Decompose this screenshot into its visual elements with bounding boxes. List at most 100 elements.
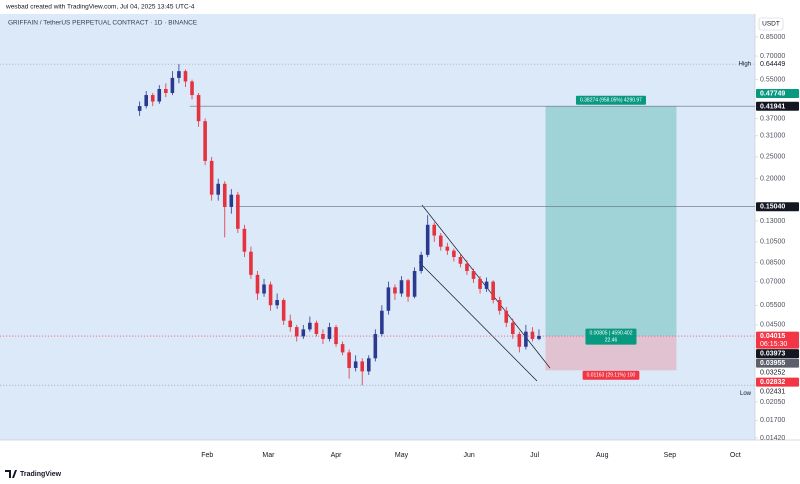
position-label-box <box>585 328 637 345</box>
price-label-box <box>756 377 799 387</box>
price-label: 0.41941 <box>760 103 785 110</box>
candle-body <box>353 361 358 368</box>
candle-body <box>366 358 371 372</box>
candle-body <box>491 281 495 301</box>
candle-body <box>281 300 286 321</box>
extreme-label: Low <box>740 391 752 397</box>
price-label: 0.02832 <box>760 379 785 386</box>
y-tick-label: 0.08500 <box>760 259 785 266</box>
x-tick-label: Feb <box>201 452 213 459</box>
candle-body <box>452 250 456 257</box>
position-label-text: 0.01163 (29.11%) 100 <box>587 373 636 379</box>
candle-body <box>222 183 227 207</box>
price-label-box <box>756 202 799 212</box>
candle-body <box>530 331 535 339</box>
x-tick-label: Apr <box>331 452 343 459</box>
y-tick-label: 0.13000 <box>760 218 785 225</box>
symbol-title: GRIFFAIN / TetherUS PERPETUAL CONTRACT ·… <box>8 20 198 27</box>
candle-body <box>262 284 266 294</box>
x-tick-label: Mar <box>262 452 275 459</box>
candle-body <box>275 300 279 306</box>
price-label-box <box>756 331 799 349</box>
position-label-text: 0.38274 (958.05%) 4290.97 <box>580 98 642 104</box>
y-tick-label: 0.20000 <box>760 176 785 183</box>
candle-body <box>380 310 384 335</box>
candle-body <box>190 81 194 96</box>
candle-body <box>524 331 528 347</box>
candle-body <box>216 183 221 195</box>
y-tick-label: 0.04500 <box>760 322 785 329</box>
candle-body <box>497 300 502 311</box>
candle-body <box>347 352 351 368</box>
extreme-label: High <box>739 62 751 68</box>
candle-body <box>236 194 240 229</box>
price-label: 0.03252 <box>760 370 785 377</box>
candle-body <box>288 320 293 328</box>
y-tick-label: 0.05500 <box>760 302 785 309</box>
candle-body <box>177 71 181 78</box>
position-label: 0.38274 (958.05%) 4290.97 <box>575 95 646 105</box>
price-label-box <box>756 349 799 359</box>
candle-body <box>196 95 201 122</box>
price-label: 0.15040 <box>760 204 785 211</box>
candle-body <box>242 228 247 252</box>
candle-body <box>249 251 253 275</box>
y-tick-label: 0.02050 <box>760 399 785 406</box>
candle-body <box>458 256 463 264</box>
candle-body <box>484 281 489 289</box>
x-tick-label: Oct <box>730 452 741 459</box>
candle-body <box>360 361 365 372</box>
position-label-box <box>575 95 646 105</box>
candle-body <box>321 334 325 339</box>
candle-body <box>465 263 469 272</box>
y-tick-label: 0.55000 <box>760 77 785 84</box>
candle-body <box>399 280 404 294</box>
candle-body <box>164 88 168 93</box>
candle-body <box>183 71 188 82</box>
position-label-text: 0.00805 | 4590.402 <box>589 330 632 336</box>
plot-layer <box>0 63 755 386</box>
y-tick-label: 0.25000 <box>760 154 785 161</box>
candle-body <box>510 322 515 335</box>
candle-body <box>294 327 299 337</box>
y-tick-label: 0.37000 <box>760 115 785 122</box>
y-tick-label: 0.85000 <box>760 34 785 41</box>
x-tick-label: Aug <box>596 452 609 459</box>
candle-body <box>445 246 450 251</box>
candle-body <box>144 95 148 107</box>
candle-body <box>412 271 417 297</box>
candle-body <box>301 329 306 337</box>
x-tick-label: May <box>395 452 409 459</box>
price-label: 0.04015 <box>760 333 785 340</box>
price-countdown: 06:15:30 <box>760 341 787 348</box>
candle-body <box>137 106 142 111</box>
candle-body <box>419 254 423 272</box>
brand-logo <box>5 470 17 478</box>
candle-body <box>373 334 378 359</box>
candle-body <box>471 271 476 279</box>
brand: TradingView <box>20 471 62 478</box>
candle-body <box>438 235 443 247</box>
candle-body <box>314 322 319 335</box>
position-label-text: 22.46 <box>605 337 618 343</box>
y-tick-label: 0.10500 <box>760 239 785 246</box>
candle-body <box>386 287 391 311</box>
y-tick-label: 0.01700 <box>760 417 785 424</box>
candle-body <box>537 335 541 339</box>
candle-body <box>478 278 482 289</box>
price-label-box <box>756 89 799 99</box>
x-tick-label: Jul <box>530 452 539 459</box>
currency-box <box>758 17 784 31</box>
candle-body <box>209 160 214 195</box>
plot-background <box>0 14 755 440</box>
price-axis-background <box>755 14 800 440</box>
y-tick-label: 0.07000 <box>760 278 785 285</box>
x-tick-label: Jun <box>463 452 474 459</box>
candle-body <box>504 310 509 323</box>
candle-body <box>340 344 345 353</box>
candle-body <box>327 327 332 339</box>
x-tick-label: Sep <box>664 452 677 459</box>
candle-body <box>517 334 522 347</box>
